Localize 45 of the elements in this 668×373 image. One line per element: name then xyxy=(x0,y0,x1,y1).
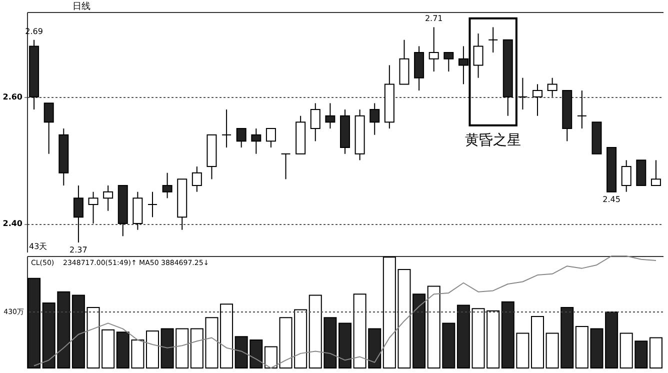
candlestick xyxy=(251,128,262,154)
candlestick xyxy=(44,102,54,154)
bar xyxy=(72,294,85,368)
bar xyxy=(456,304,470,368)
candlestick xyxy=(621,160,632,192)
candlestick xyxy=(162,172,172,199)
bar xyxy=(412,294,426,368)
annotation: 43天 xyxy=(29,242,48,251)
bar xyxy=(220,304,234,368)
candlestick xyxy=(222,109,232,148)
bar xyxy=(28,278,41,368)
chart-title: 日线 xyxy=(72,1,90,12)
bar xyxy=(605,312,618,368)
annotation: 黄昏之星 xyxy=(465,132,522,148)
candlestick xyxy=(103,185,114,212)
candlestick xyxy=(280,153,291,180)
candlestick xyxy=(650,160,661,186)
candlestick xyxy=(576,90,587,130)
bar xyxy=(649,337,662,368)
bar xyxy=(338,322,352,368)
y-tick-label: 2.40 xyxy=(2,219,23,228)
bar xyxy=(146,330,159,368)
y-tick-label: 2.60 xyxy=(2,92,23,102)
annotation: 2.71 xyxy=(424,14,443,24)
candlestick xyxy=(73,185,84,243)
candlestick xyxy=(192,166,202,192)
candlestick xyxy=(488,26,498,54)
candlestick xyxy=(444,52,454,72)
candlestick xyxy=(88,191,98,224)
candlestick xyxy=(473,33,484,78)
candlestick xyxy=(325,102,336,130)
bar xyxy=(264,346,278,368)
annotation: 2.45 xyxy=(602,194,620,204)
candlestick xyxy=(310,102,320,142)
bar xyxy=(531,316,544,368)
candlestick xyxy=(236,128,246,148)
candlestick xyxy=(458,46,468,85)
candlestick xyxy=(547,77,558,98)
candlestick xyxy=(266,128,276,148)
candlestick xyxy=(370,102,380,136)
candlestick xyxy=(147,191,158,218)
candlestick xyxy=(532,84,543,116)
candlestick xyxy=(428,26,439,72)
candlestick xyxy=(518,77,528,110)
annotation: 2.37 xyxy=(70,246,88,254)
